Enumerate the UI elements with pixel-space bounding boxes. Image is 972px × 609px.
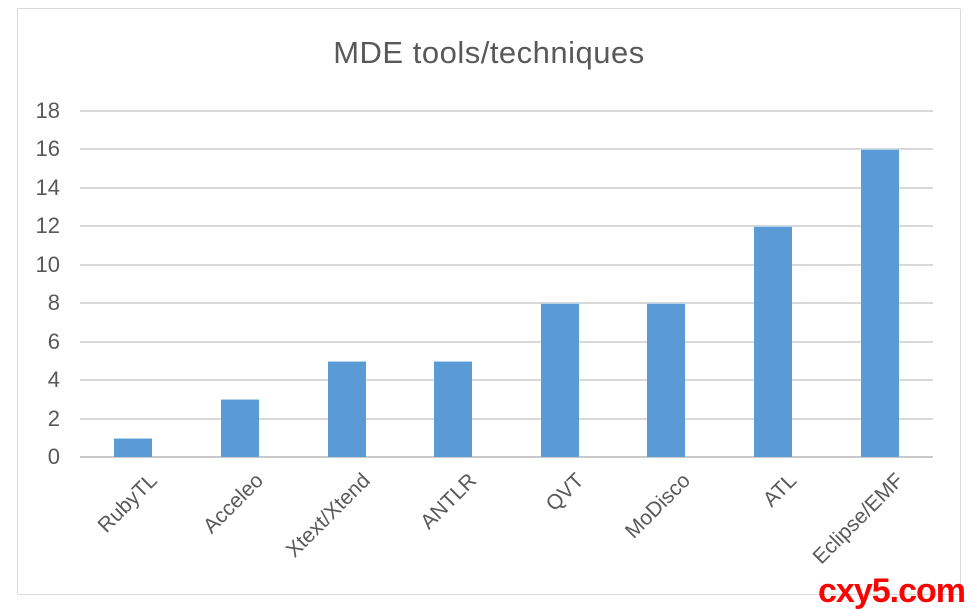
gridline (80, 417, 933, 420)
bar (647, 303, 686, 457)
chart-title: MDE tools/techniques (333, 35, 645, 70)
gridline (80, 263, 933, 266)
y-axis-tick-label: 6 (47, 328, 60, 354)
bar (434, 360, 473, 457)
gridline (80, 110, 933, 112)
plot-area (80, 110, 933, 458)
x-axis-line (80, 456, 933, 458)
bar (754, 226, 793, 457)
gridline (80, 340, 933, 343)
y-axis-tick-label: 10 (35, 251, 60, 277)
bar (540, 303, 579, 457)
y-axis-tick-label: 12 (35, 213, 60, 239)
gridline (80, 225, 933, 228)
y-axis-tick-label: 2 (47, 405, 60, 431)
watermark-text: cxy5.com (818, 572, 966, 609)
y-axis-tick-label: 8 (47, 290, 60, 316)
y-axis-tick-label: 4 (47, 367, 60, 393)
bar (327, 360, 366, 457)
y-axis-tick-label: 18 (35, 98, 60, 123)
y-axis-tick-label: 14 (35, 174, 60, 200)
y-axis-tick-label: 0 (47, 444, 60, 469)
bar (220, 399, 259, 457)
gridline (80, 379, 933, 382)
bar (860, 149, 899, 457)
gridline (80, 148, 933, 151)
gridline (80, 302, 933, 305)
gridline (80, 186, 933, 189)
bar (114, 437, 153, 457)
chart-frame: MDE tools/techniques 0 2 4 6 8 10 12 14 16 18 Rub… (17, 8, 961, 595)
y-axis-tick-label: 16 (35, 136, 60, 162)
